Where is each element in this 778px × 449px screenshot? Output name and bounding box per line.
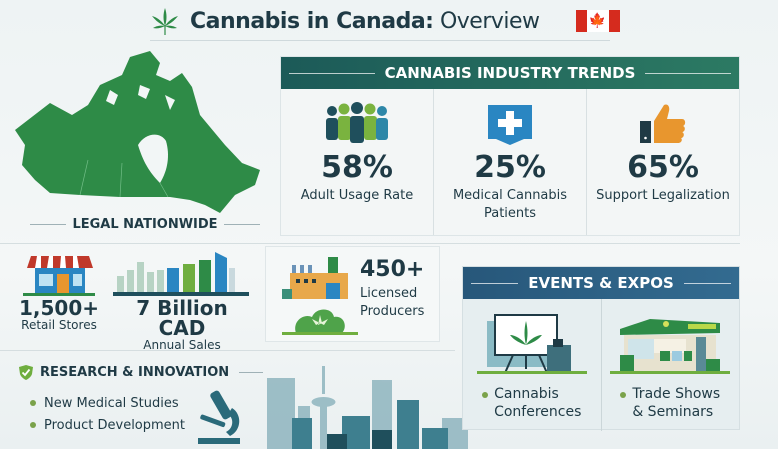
events-banner: EVENTS & EXPOS: [463, 267, 739, 299]
event-label: Trade Shows & Seminars: [620, 385, 720, 421]
medical-cross-icon: [488, 105, 532, 145]
industry-trends-panel: CANNABIS INDUSTRY TRENDS 58% Adult Usage…: [280, 56, 740, 236]
stat-retail-stores: 1,500+ Retail Stores: [14, 250, 104, 332]
section-divider: [0, 350, 455, 351]
stat-value: 1,500+: [18, 296, 100, 320]
section-divider: [0, 243, 740, 244]
title-divider: [150, 40, 610, 41]
events-expos-panel: EVENTS & EXPOS Cannabis Conferences: [462, 266, 740, 431]
event-line2: Conferences: [494, 404, 582, 421]
list-item: New Medical Studies: [30, 392, 185, 414]
stat-label: Support Legalization: [596, 188, 730, 203]
event-trade-shows: Trade Shows & Seminars: [602, 299, 740, 431]
list-item: Product Development: [30, 414, 185, 436]
bar-chart-icon: [113, 252, 249, 296]
page-title: Cannabis in Canada: Overview: [190, 9, 540, 34]
trends-banner: CANNABIS INDUSTRY TRENDS: [281, 57, 739, 89]
research-list: New Medical Studies Product Development: [30, 392, 185, 436]
presentation-screen-icon: [476, 314, 587, 374]
stat-value: 7 Billion CAD: [136, 296, 228, 340]
stat-licensed-producers: 450+ Licensed Producers: [265, 246, 440, 342]
title-light: Overview: [439, 8, 540, 34]
research-heading: RESEARCH & INNOVATION: [18, 364, 264, 381]
shield-check-icon: [19, 365, 33, 380]
event-line2: & Seminars: [632, 404, 714, 421]
stat-value: 25%: [474, 150, 546, 185]
stat-value: 450+: [360, 257, 425, 282]
research-title: RESEARCH & INNOVATION: [40, 365, 230, 380]
legal-label-text: LEGAL NATIONWIDE: [72, 217, 218, 232]
people-group-icon: [326, 102, 388, 143]
storefront-icon: [23, 256, 95, 296]
event-label: Cannabis Conferences: [482, 385, 581, 421]
event-line1: Trade Shows: [632, 386, 721, 402]
canada-flag-icon: 🍁: [575, 10, 620, 32]
legal-nationwide-label: LEGAL NATIONWIDE: [30, 217, 260, 232]
stat-label-line1: Licensed: [360, 286, 418, 301]
stat-value: 65%: [627, 150, 699, 185]
stat-label: Medical Cannabis Patients: [452, 188, 568, 221]
city-skyline-illustration: [198, 366, 468, 449]
events-title: EVENTS & EXPOS: [528, 274, 674, 292]
stat-medical-patients: 25% Medical Cannabis Patients: [434, 89, 587, 235]
list-item-text: New Medical Studies: [44, 395, 179, 411]
list-item-text: Product Development: [44, 417, 186, 433]
canada-map: [15, 51, 260, 213]
thumbs-up-icon: [640, 104, 686, 143]
event-conferences: Cannabis Conferences: [463, 299, 602, 431]
stat-label: Retail Stores: [21, 318, 97, 332]
cannabis-leaf-icon: [152, 8, 178, 35]
event-line1: Cannabis: [494, 386, 559, 402]
title-bold: Cannabis in Canada:: [190, 8, 434, 34]
stat-label: Adult Usage Rate: [300, 188, 414, 203]
stat-value: 58%: [321, 150, 393, 185]
trends-title: CANNABIS INDUSTRY TRENDS: [384, 64, 636, 82]
stat-adult-usage: 58% Adult Usage Rate: [281, 89, 434, 235]
stat-support-legalization: 65% Support Legalization: [587, 89, 739, 235]
page-header: Cannabis in Canada: Overview 🍁: [150, 4, 620, 38]
expo-booth-icon: [610, 319, 731, 374]
stat-label-line2: Producers: [360, 303, 425, 319]
factory-icon: [282, 257, 358, 335]
microscope-icon: [198, 390, 240, 444]
stat-label: Annual Sales: [143, 338, 221, 352]
stat-annual-sales: 7 Billion CAD Annual Sales: [112, 250, 252, 352]
